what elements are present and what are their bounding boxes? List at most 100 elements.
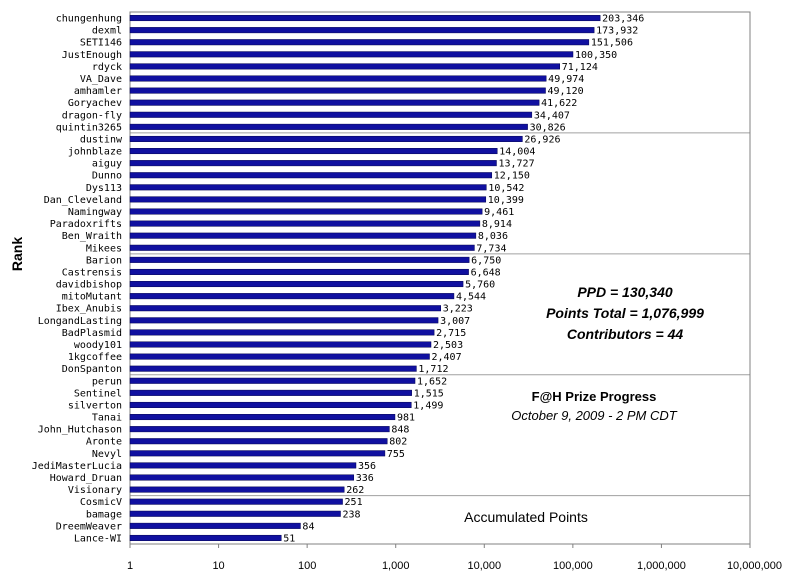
bar (129, 498, 343, 505)
bar (129, 389, 412, 396)
value-label: 755 (387, 449, 405, 460)
x-tick-label: 10 (212, 560, 224, 572)
category-label: bamage (86, 509, 122, 520)
bar (129, 15, 601, 22)
category-label: quintin3265 (56, 122, 122, 133)
category-label: Sentinel (74, 388, 122, 399)
bar (129, 522, 301, 529)
bar (129, 148, 498, 155)
value-label: 10,542 (488, 183, 524, 194)
bar (129, 196, 487, 203)
category-label: VA_Dave (80, 74, 122, 85)
category-label: Howard_Druan (50, 473, 122, 484)
bar (129, 414, 396, 421)
category-label: Lance-WI (74, 533, 122, 544)
bar (129, 534, 282, 541)
value-label: 3,007 (440, 316, 470, 327)
category-label: DonSpanton (62, 364, 122, 375)
bar (129, 87, 546, 94)
value-label: 7,734 (476, 243, 506, 254)
value-label: 5,760 (465, 280, 495, 291)
value-label: 34,407 (534, 110, 570, 121)
category-label: Tanai (92, 413, 122, 424)
value-label: 2,407 (432, 352, 462, 363)
bar (129, 401, 412, 408)
value-label: 173,932 (596, 26, 638, 37)
bar (129, 184, 487, 191)
category-label: chungenhung (56, 14, 122, 25)
category-label: woody101 (74, 340, 122, 351)
bar (129, 365, 417, 372)
value-label: 1,499 (413, 400, 443, 411)
value-label: 12,150 (494, 171, 530, 182)
category-label: johnblaze (68, 147, 122, 158)
x-tick-label: 1 (127, 560, 133, 572)
category-label: Mikees (86, 243, 122, 254)
category-label: Visionary (68, 485, 122, 496)
value-label: 49,974 (548, 74, 584, 85)
value-label: 71,124 (562, 62, 598, 73)
category-label: aiguy (92, 159, 122, 170)
value-label: 203,346 (602, 14, 644, 25)
category-label: JediMasterLucia (32, 461, 122, 472)
ppd-annotation: PPD = 130,340 (577, 284, 673, 300)
category-label: silverton (68, 400, 122, 411)
category-label: Aronte (86, 437, 122, 448)
x-axis-label: Accumulated Points (464, 509, 588, 525)
category-label: Paradoxrifts (50, 219, 122, 230)
bars-layer (129, 15, 601, 541)
value-label: 49,120 (548, 86, 584, 97)
x-tick-label: 10,000,000 (727, 560, 782, 572)
bar (129, 63, 560, 70)
category-label: Namingway (68, 207, 122, 218)
points-total-annotation: Points Total = 1,076,999 (546, 305, 704, 321)
bar (129, 305, 441, 312)
bar (129, 39, 590, 46)
category-label: dustinw (80, 134, 123, 145)
value-label: 981 (397, 413, 415, 424)
bar (129, 135, 523, 142)
value-label: 8,036 (478, 231, 508, 242)
value-label: 1,712 (418, 364, 448, 375)
value-label: 1,652 (417, 376, 447, 387)
value-label: 51 (283, 533, 295, 544)
category-label: LongandLasting (38, 316, 122, 327)
value-label: 100,350 (575, 50, 617, 61)
bar (129, 341, 432, 348)
bar (129, 51, 574, 58)
value-label: 151,506 (591, 38, 633, 49)
category-label: rdyck (92, 62, 122, 73)
bar (129, 208, 483, 215)
category-label: Dunno (92, 171, 122, 182)
x-axis-ticks: 1 10 100 1,000 10,000 100,000 1,000,000 10,000,… (127, 544, 782, 572)
category-label: John_Hutchason (38, 425, 122, 436)
category-label: Barion (86, 255, 122, 266)
chart-title: F@H Prize Progress (532, 389, 657, 404)
value-label: 6,648 (471, 267, 501, 278)
x-tick-label: 1,000,000 (637, 560, 686, 572)
y-axis-label: Rank (9, 237, 25, 271)
value-labels: 203,346173,932151,506100,35071,12449,974… (283, 14, 644, 545)
value-label: 84 (302, 521, 314, 532)
category-label: davidbishop (56, 280, 122, 291)
bar (129, 510, 341, 517)
bar (129, 281, 464, 288)
grid-layer (130, 132, 750, 497)
value-label: 2,503 (433, 340, 463, 351)
bar (129, 450, 386, 457)
value-label: 30,826 (530, 122, 566, 133)
bar (129, 474, 355, 481)
value-label: 8,914 (482, 219, 512, 230)
bar (129, 160, 497, 167)
category-label: perun (92, 376, 122, 387)
value-label: 4,544 (456, 292, 486, 303)
value-label: 1,515 (414, 388, 444, 399)
category-label: amhamler (74, 86, 122, 97)
category-label: Goryachev (68, 98, 122, 109)
bar (129, 244, 475, 251)
category-label: CosmicV (80, 497, 122, 508)
category-labels: chungenhungdexmlSETI146JustEnoughrdyckVA… (32, 14, 123, 545)
value-label: 3,223 (443, 304, 473, 315)
value-label: 41,622 (541, 98, 577, 109)
bar (129, 426, 390, 433)
